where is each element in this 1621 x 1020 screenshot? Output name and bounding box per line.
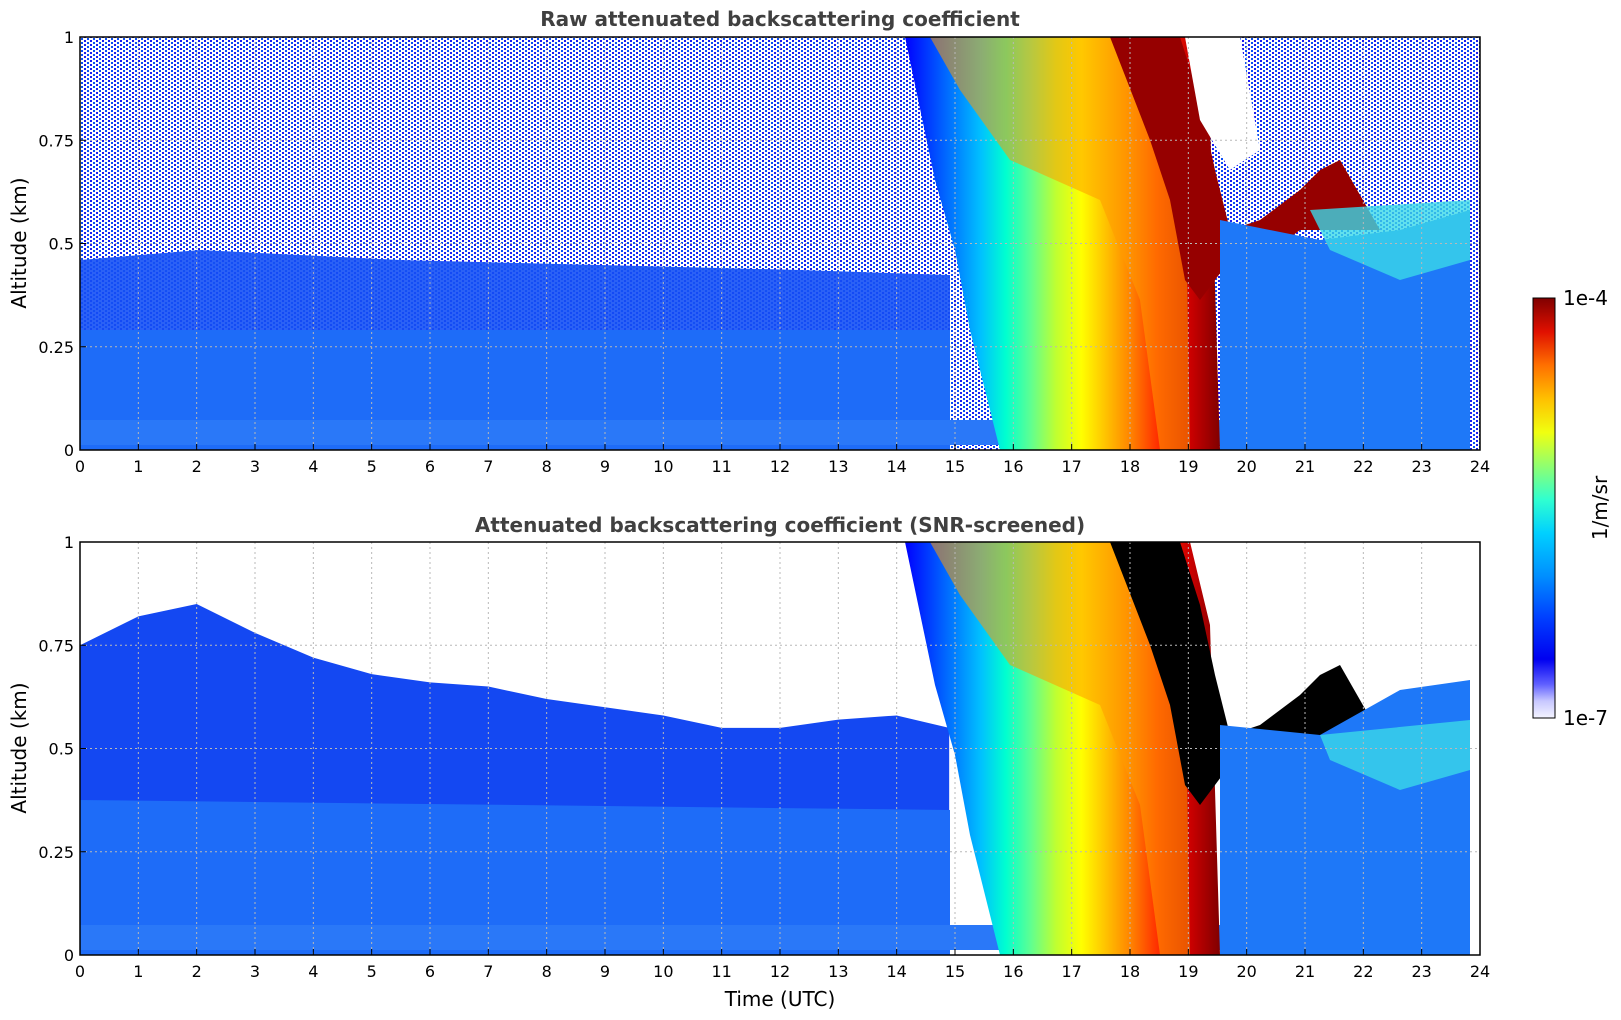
y-tick-label: 0.25 (38, 843, 74, 862)
x-tick-label: 12 (770, 962, 790, 981)
y-tick-label: 0.5 (49, 740, 74, 759)
x-tick-label: 21 (1295, 962, 1315, 981)
x-tick-label: 1 (133, 962, 143, 981)
panel-screened-xticks: 0 1 2 3 4 5 6 7 8 9 10 11 12 13 14 15 16 17 18 19 20 21 22 23 24 (75, 949, 1490, 981)
panel-screened: Attenuated backscattering coefficient (S… (7, 513, 1490, 1011)
x-tick-label: 9 (600, 457, 610, 476)
screened-saturated-layer (1110, 542, 1380, 805)
raw-saturated-layer (1110, 37, 1380, 300)
x-tick-label: 11 (711, 962, 731, 981)
panel-raw-title: Raw attenuated backscattering coefficien… (540, 7, 1020, 31)
y-tick-label: 1 (64, 533, 74, 552)
x-tick-label: 5 (367, 962, 377, 981)
panel-raw-yticks: 0 0.25 0.5 0.75 1 (38, 28, 86, 460)
x-tick-label: 2 (192, 457, 202, 476)
x-tick-label: 14 (886, 962, 906, 981)
x-tick-label: 8 (542, 962, 552, 981)
x-tick-label: 3 (250, 962, 260, 981)
x-tick-label: 10 (653, 457, 673, 476)
panel-screened-yticks: 0 0.25 0.5 0.75 1 (38, 533, 86, 965)
x-tick-label: 0 (75, 457, 85, 476)
x-tick-label: 7 (483, 962, 493, 981)
y-tick-label: 0 (64, 441, 74, 460)
panel-raw: Raw attenuated backscattering coefficien… (7, 7, 1490, 476)
y-tick-label: 0.25 (38, 338, 74, 357)
y-tick-label: 0 (64, 946, 74, 965)
x-tick-label: 19 (1178, 962, 1198, 981)
x-tick-label: 3 (250, 457, 260, 476)
x-tick-label: 20 (1236, 457, 1256, 476)
screened-lower-layer (80, 800, 950, 955)
y-tick-label: 0.5 (49, 235, 74, 254)
x-tick-label: 10 (653, 962, 673, 981)
x-tick-label: 21 (1295, 457, 1315, 476)
x-tick-label: 14 (886, 457, 906, 476)
y-tick-label: 1 (64, 28, 74, 47)
x-tick-label: 22 (1353, 457, 1373, 476)
x-tick-label: 12 (770, 457, 790, 476)
x-tick-label: 23 (1411, 457, 1431, 476)
x-tick-label: 24 (1470, 962, 1490, 981)
x-tick-label: 15 (945, 962, 965, 981)
x-tick-label: 4 (308, 457, 318, 476)
x-tick-label: 18 (1120, 962, 1140, 981)
x-tick-label: 13 (828, 457, 848, 476)
x-tick-label: 24 (1470, 457, 1490, 476)
panel-screened-xlabel: Time (UTC) (724, 987, 836, 1011)
raw-clear-region (1185, 37, 1260, 170)
x-tick-label: 20 (1236, 962, 1256, 981)
x-tick-label: 9 (600, 962, 610, 981)
x-tick-label: 13 (828, 962, 848, 981)
raw-right-layer-top (1310, 200, 1470, 280)
panel-screened-title: Attenuated backscattering coefficient (S… (475, 513, 1085, 537)
x-tick-label: 11 (711, 457, 731, 476)
x-tick-label: 22 (1353, 962, 1373, 981)
panel-raw-grid (80, 37, 1480, 450)
x-tick-label: 6 (425, 457, 435, 476)
x-tick-label: 16 (1003, 962, 1023, 981)
x-tick-label: 0 (75, 962, 85, 981)
x-tick-label: 7 (483, 457, 493, 476)
panel-raw-ylabel: Altitude (km) (7, 177, 31, 308)
x-tick-label: 1 (133, 457, 143, 476)
colorbar-label: 1/m/sr (1588, 475, 1612, 540)
y-tick-label: 0.75 (38, 636, 74, 655)
colorbar-min-label: 1e-7 (1563, 706, 1608, 730)
colorbar-gradient (1532, 297, 1556, 719)
x-tick-label: 23 (1411, 962, 1431, 981)
colorbar-max-label: 1e-4 (1563, 286, 1608, 310)
colorbar: 1e-4 1e-7 1/m/sr (1532, 286, 1612, 730)
x-tick-label: 6 (425, 962, 435, 981)
panel-raw-xticks: 0 1 2 3 4 5 6 7 8 9 10 11 12 13 14 15 16 17 18 19 20 21 22 23 24 (75, 444, 1490, 476)
x-tick-label: 5 (367, 457, 377, 476)
x-tick-label: 15 (945, 457, 965, 476)
x-tick-label: 17 (1061, 962, 1081, 981)
x-tick-label: 19 (1178, 457, 1198, 476)
panel-screened-ylabel: Altitude (km) (7, 682, 31, 813)
panel-screened-grid (80, 542, 1480, 955)
x-tick-label: 16 (1003, 457, 1023, 476)
screened-right-layer-top (1320, 720, 1470, 790)
x-tick-label: 4 (308, 962, 318, 981)
y-tick-label: 0.75 (38, 131, 74, 150)
x-tick-label: 8 (542, 457, 552, 476)
x-tick-label: 17 (1061, 457, 1081, 476)
x-tick-label: 18 (1120, 457, 1140, 476)
x-tick-label: 2 (192, 962, 202, 981)
